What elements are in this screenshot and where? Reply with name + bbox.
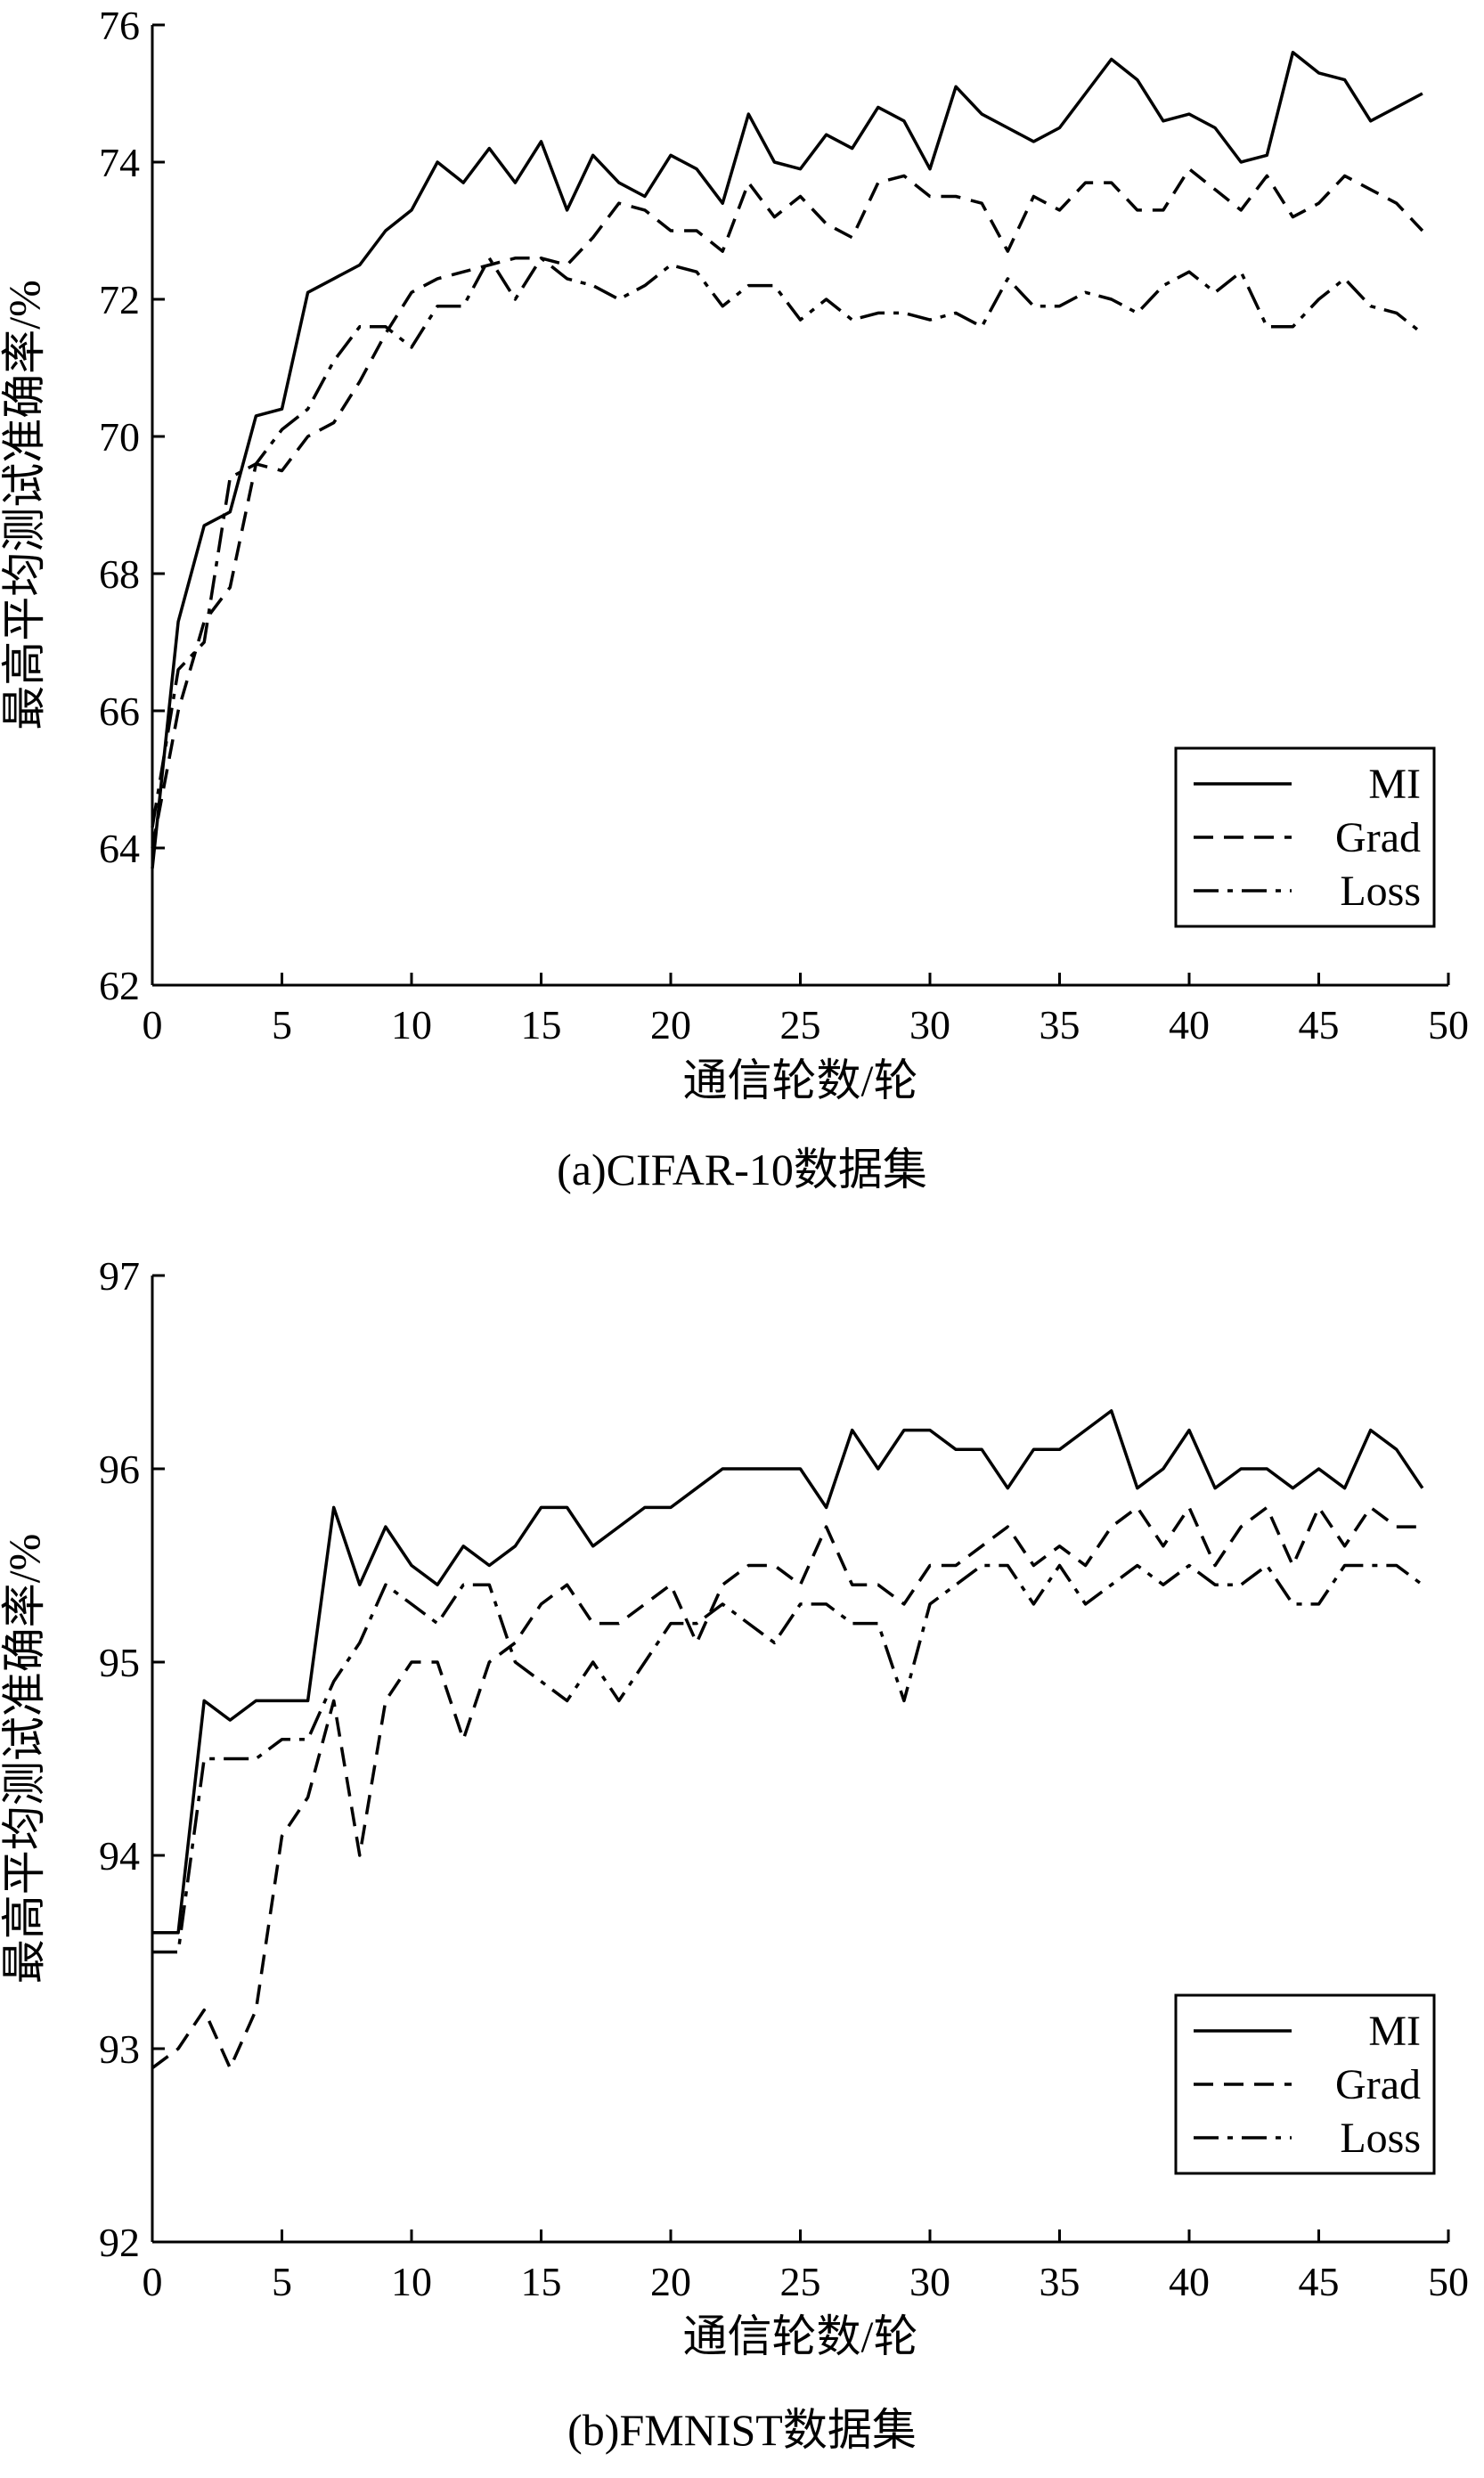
x-tick-label: 20 xyxy=(650,1002,691,1047)
x-tick-label: 25 xyxy=(780,1002,821,1047)
x-tick-label: 35 xyxy=(1040,2259,1080,2304)
y-tick-label: 68 xyxy=(99,551,140,597)
series-line-grad xyxy=(151,1505,1423,2070)
legend-box xyxy=(1174,746,1436,928)
x-tick-label: 5 xyxy=(272,2259,292,2304)
y-tick-label: 64 xyxy=(99,826,140,871)
x-tick-label: 30 xyxy=(909,2259,950,2304)
chart-caption: (a)CIFAR-10数据集 xyxy=(557,1145,927,1194)
x-tick-label: 30 xyxy=(909,1002,950,1047)
y-tick-label: 92 xyxy=(99,2220,140,2265)
series-line-grad xyxy=(151,167,1424,849)
legend-label-mi: MI xyxy=(1368,2008,1421,2055)
y-tick-label: 74 xyxy=(99,140,140,185)
x-tick-label: 35 xyxy=(1040,1002,1080,1047)
y-tick-label: 93 xyxy=(99,2026,140,2072)
x-tick-label: 45 xyxy=(1299,1002,1340,1047)
y-tick-label: 66 xyxy=(99,689,140,734)
legend: MI Grad Loss xyxy=(1174,1993,1436,2175)
chart-fmnist: 0 5 10 15 20 25 30 35 40 45 50 92 93 94 95 96 97 通信轮数/轮 最高… xyxy=(0,1253,1469,2455)
legend-box xyxy=(1174,1993,1436,2175)
y-tick-label: 72 xyxy=(99,277,140,322)
y-axis-title: 最高平均测试准确率/% xyxy=(0,1534,49,1985)
series-line-mi xyxy=(152,1409,1424,1935)
series-line-loss xyxy=(151,257,1423,828)
x-tick-label: 20 xyxy=(650,2259,691,2304)
series-line-mi xyxy=(151,51,1423,869)
y-tick-label: 96 xyxy=(99,1447,140,1492)
y-tick-label: 94 xyxy=(99,1833,140,1879)
x-tick-label: 25 xyxy=(780,2259,821,2304)
legend-label-mi: MI xyxy=(1368,761,1421,808)
x-tick-label: 10 xyxy=(391,2259,432,2304)
y-axis-title: 最高平均测试准确率/% xyxy=(0,280,49,730)
x-axis-title: 通信轮数/轮 xyxy=(683,1056,918,1105)
x-tick-label: 40 xyxy=(1169,2259,1210,2304)
x-tick-label: 0 xyxy=(143,2259,163,2304)
x-axis-title: 通信轮数/轮 xyxy=(683,2311,918,2361)
series-line-loss xyxy=(152,1563,1423,1954)
x-tick-label: 0 xyxy=(143,1002,163,1047)
x-tick-label: 50 xyxy=(1428,1002,1469,1047)
legend-label-loss: Loss xyxy=(1340,868,1421,915)
chart-caption: (b)FMNIST数据集 xyxy=(567,2405,917,2455)
y-tick-label: 97 xyxy=(99,1253,140,1299)
x-tick-label: 5 xyxy=(272,1002,292,1047)
y-tick-label: 76 xyxy=(99,3,140,48)
legend-label-loss: Loss xyxy=(1340,2115,1421,2162)
legend-label-grad: Grad xyxy=(1335,2061,1421,2108)
x-tick-label: 15 xyxy=(521,1002,562,1047)
x-tick-label: 40 xyxy=(1169,1002,1210,1047)
x-tick-label: 10 xyxy=(391,1002,432,1047)
chart-cifar10: 0 5 10 15 20 25 30 35 40 45 50 62 64 66 68 70 72 74 76 通信轮数… xyxy=(0,3,1469,1194)
y-tick-label: 62 xyxy=(99,963,140,1008)
legend: MI Grad Loss xyxy=(1174,746,1436,928)
x-tick-label: 50 xyxy=(1428,2259,1469,2304)
x-tick-label: 15 xyxy=(521,2259,562,2304)
legend-label-grad: Grad xyxy=(1335,814,1421,861)
y-tick-label: 70 xyxy=(99,414,140,460)
x-tick-label: 45 xyxy=(1299,2259,1340,2304)
y-tick-label: 95 xyxy=(99,1640,140,1685)
